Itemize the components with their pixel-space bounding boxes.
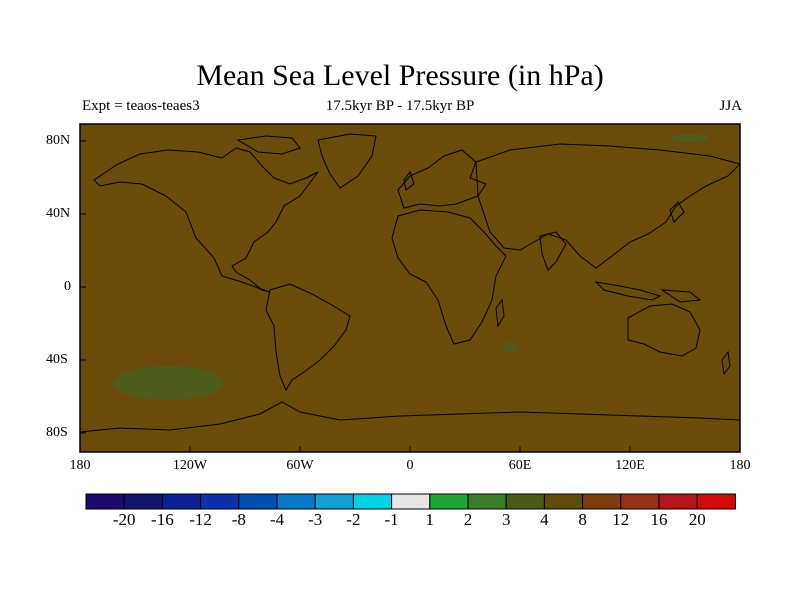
- colorbar-label: 4: [540, 510, 549, 529]
- anomaly-patch-south-pacific: [113, 366, 223, 400]
- lat-tick-label: 0: [64, 279, 71, 294]
- anomaly-patch-indian-ocean: [503, 342, 517, 352]
- lon-tick-label: 60W: [286, 458, 314, 473]
- coast-japan: [669, 201, 685, 223]
- coast-asia: [475, 143, 741, 269]
- chart-title: Mean Sea Level Pressure (in hPa): [196, 59, 604, 92]
- anomaly-patches: [113, 134, 710, 400]
- colorbar-swatch: [505, 493, 545, 510]
- colorbar-swatch: [238, 493, 278, 510]
- coast-arctic-islands: [236, 135, 301, 155]
- colorbar-label: -16: [151, 510, 174, 529]
- coastlines: [79, 133, 741, 433]
- colorbar-label: -8: [231, 510, 246, 529]
- colorbar-swatch: [314, 493, 354, 510]
- coast-new-guinea: [660, 289, 702, 303]
- colorbar-swatch: [85, 493, 125, 510]
- coast-greenland: [317, 133, 377, 189]
- colorbar-label: -2: [346, 510, 361, 529]
- coast-south-america: [265, 283, 351, 392]
- colorbar-label: -4: [269, 510, 285, 529]
- coast-indonesia: [594, 281, 662, 301]
- coast-new-zealand: [721, 350, 731, 376]
- colorbar-swatch: [543, 493, 584, 510]
- lat-tick-label: 40N: [46, 206, 71, 221]
- coast-africa: [391, 209, 507, 345]
- colorbar-swatch: [123, 493, 163, 510]
- colorbar-label: 2: [463, 510, 473, 529]
- colorbar-label: -20: [112, 510, 136, 529]
- period-label: 17.5kyr BP - 17.5kyr BP: [325, 98, 475, 114]
- lon-tick-label: 0: [406, 458, 414, 473]
- colorbar-label: -3: [308, 510, 323, 529]
- lon-tick-label: 60E: [508, 458, 532, 473]
- season-label: JJA: [719, 98, 742, 114]
- colorbar-label: 16: [650, 510, 668, 529]
- colorbar-label: 12: [612, 510, 630, 529]
- colorbar: [85, 493, 736, 510]
- colorbar-swatch: [276, 493, 316, 510]
- colorbar-label: 3: [501, 510, 511, 529]
- colorbar-swatch: [696, 493, 736, 510]
- anomaly-patch-arctic: [670, 134, 710, 142]
- lat-tick-label: 80S: [46, 425, 68, 440]
- lon-tick-label: 120E: [615, 458, 645, 473]
- lon-tick-label: 120W: [172, 458, 208, 473]
- colorbar-swatch: [620, 493, 660, 510]
- axis-ticks: [80, 140, 631, 452]
- lon-tick-label: 180: [729, 458, 751, 473]
- colorbar-label: -1: [384, 510, 399, 529]
- colorbar-label: 20: [688, 510, 706, 529]
- colorbar-swatch: [658, 493, 698, 510]
- colorbar-swatch: [391, 493, 431, 510]
- colorbar-swatch: [200, 493, 240, 510]
- coast-north-america: [93, 147, 319, 293]
- colorbar-swatch: [352, 493, 393, 510]
- coast-madagascar: [495, 298, 505, 328]
- coast-india: [539, 231, 567, 271]
- experiment-label: Expt = teaos-teaes3: [82, 98, 200, 114]
- colorbar-swatch: [467, 493, 507, 510]
- colorbar-swatch: [582, 493, 622, 510]
- coast-antarctica: [79, 401, 741, 433]
- colorbar-swatch: [429, 493, 469, 510]
- colorbar-label: 8: [578, 510, 587, 529]
- colorbar-swatch: [161, 493, 202, 510]
- lat-tick-label: 40S: [46, 352, 68, 367]
- coast-uk: [403, 170, 415, 191]
- coast-europe: [397, 149, 487, 209]
- colorbar-label: -12: [189, 510, 212, 529]
- lat-tick-label: 80N: [46, 133, 71, 148]
- colorbar-label: 1: [425, 510, 435, 529]
- lon-tick-label: 180: [69, 458, 91, 473]
- coast-australia: [627, 303, 701, 357]
